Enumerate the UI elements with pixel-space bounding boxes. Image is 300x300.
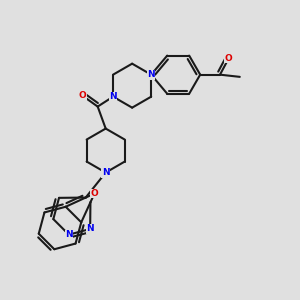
Text: O: O bbox=[225, 54, 233, 63]
Text: O: O bbox=[78, 91, 86, 100]
Text: N: N bbox=[147, 70, 155, 79]
Text: N: N bbox=[109, 92, 117, 101]
Text: N: N bbox=[86, 224, 94, 233]
Text: N: N bbox=[65, 230, 73, 239]
Text: O: O bbox=[91, 189, 98, 198]
Text: N: N bbox=[102, 168, 110, 177]
